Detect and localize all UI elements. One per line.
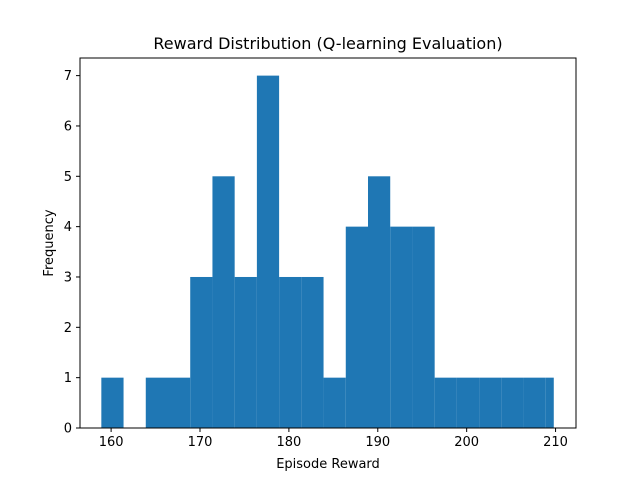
histogram-bar-19 (523, 377, 546, 428)
x-axis-label: Episode Reward (276, 457, 380, 472)
chart-title: Reward Distribution (Q-learning Evaluati… (153, 34, 502, 53)
y-tick-label: 2 (64, 321, 72, 336)
histogram-bar-4 (190, 276, 213, 428)
y-tick-label: 3 (64, 270, 72, 285)
histogram-bar-7 (256, 75, 280, 428)
x-tick-label: 170 (188, 435, 213, 450)
histogram-bar-0 (101, 377, 124, 428)
histogram-bar-3 (168, 377, 191, 428)
x-axis-ticks: 160 170 180 190 200 210 (99, 428, 568, 450)
histogram-bar-2 (145, 377, 168, 428)
histogram-bar-14 (412, 226, 435, 428)
histogram-bar-11 (345, 226, 368, 428)
histogram-bar-17 (479, 377, 502, 428)
histogram-bar-18 (501, 377, 524, 428)
histogram-bar-5 (212, 176, 235, 428)
x-tick-label: 200 (454, 435, 479, 450)
histogram-bar-8 (279, 276, 302, 428)
y-tick-label: 5 (64, 170, 72, 185)
histogram-bar-15 (434, 377, 457, 428)
y-tick-label: 6 (64, 119, 72, 134)
histogram-bar-9 (301, 276, 324, 428)
y-tick-label: 4 (64, 220, 72, 235)
y-tick-label: 7 (64, 69, 72, 84)
y-axis-ticks: 0 1 2 3 4 5 6 7 (64, 69, 80, 437)
histogram-bar-13 (390, 226, 413, 428)
x-tick-label: 190 (365, 435, 390, 450)
histogram-bar-16 (456, 377, 480, 428)
x-tick-label: 160 (99, 435, 124, 450)
y-tick-label: 1 (64, 371, 72, 386)
y-axis-label: Frequency (42, 209, 57, 276)
x-tick-label: 210 (543, 435, 568, 450)
histogram-bars (101, 75, 554, 428)
plot-frame (79, 57, 577, 429)
x-tick-label: 180 (276, 435, 301, 450)
histogram-bar-20 (545, 377, 554, 428)
histogram-bar-6 (234, 276, 257, 428)
histogram-bar-12 (368, 176, 391, 428)
histogram-bar-10 (323, 377, 346, 428)
y-tick-label: 0 (64, 422, 72, 437)
